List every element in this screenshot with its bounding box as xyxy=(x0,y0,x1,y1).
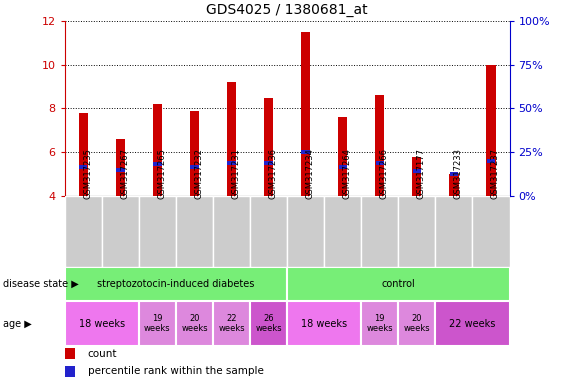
Bar xyxy=(79,166,87,169)
Text: 19
weeks: 19 weeks xyxy=(144,314,171,333)
Bar xyxy=(361,196,399,267)
Text: GSM317266: GSM317266 xyxy=(380,148,389,199)
Text: GSM317237: GSM317237 xyxy=(491,148,500,199)
Bar xyxy=(227,82,236,196)
Bar xyxy=(449,174,458,196)
Bar xyxy=(338,117,347,196)
Text: GSM317267: GSM317267 xyxy=(120,148,129,199)
Bar xyxy=(227,161,236,165)
Bar xyxy=(265,161,272,165)
Bar xyxy=(176,301,213,346)
Bar xyxy=(65,366,74,377)
Text: 18 weeks: 18 weeks xyxy=(79,318,125,329)
Bar xyxy=(301,32,310,196)
Text: disease state ▶: disease state ▶ xyxy=(3,279,79,289)
Text: 20
weeks: 20 weeks xyxy=(181,314,208,333)
Bar xyxy=(213,301,250,346)
Text: GDS4025 / 1380681_at: GDS4025 / 1380681_at xyxy=(206,3,368,17)
Bar xyxy=(79,113,88,196)
Text: 20
weeks: 20 weeks xyxy=(404,314,430,333)
Bar xyxy=(139,196,176,267)
Bar xyxy=(361,301,399,346)
Text: GSM317265: GSM317265 xyxy=(158,148,167,199)
Text: GSM317177: GSM317177 xyxy=(417,148,426,199)
Bar xyxy=(213,196,250,267)
Bar xyxy=(287,196,324,267)
Bar xyxy=(412,157,422,196)
Bar xyxy=(65,267,287,301)
Text: GSM317233: GSM317233 xyxy=(454,148,463,199)
Bar xyxy=(435,196,472,267)
Text: control: control xyxy=(382,279,415,289)
Text: 19
weeks: 19 weeks xyxy=(367,314,393,333)
Bar xyxy=(190,111,199,196)
Bar xyxy=(65,348,74,359)
Bar xyxy=(116,139,125,196)
Text: GSM317234: GSM317234 xyxy=(306,148,315,199)
Text: 26
weeks: 26 weeks xyxy=(255,314,282,333)
Bar xyxy=(190,166,199,169)
Bar xyxy=(250,196,287,267)
Bar xyxy=(139,301,176,346)
Bar xyxy=(153,104,162,196)
Bar xyxy=(487,159,495,163)
Text: GSM317235: GSM317235 xyxy=(83,148,92,199)
Bar xyxy=(302,150,310,154)
Bar xyxy=(376,161,384,165)
Bar xyxy=(486,65,495,196)
Bar xyxy=(287,301,361,346)
Bar xyxy=(264,98,273,196)
Bar xyxy=(338,166,347,169)
Bar xyxy=(450,172,458,176)
Text: GSM317236: GSM317236 xyxy=(269,148,278,199)
Bar xyxy=(102,196,139,267)
Bar xyxy=(399,301,435,346)
Text: GSM317231: GSM317231 xyxy=(231,148,240,199)
Text: GSM317264: GSM317264 xyxy=(343,148,352,199)
Text: 18 weeks: 18 weeks xyxy=(301,318,347,329)
Bar xyxy=(65,196,102,267)
Text: age ▶: age ▶ xyxy=(3,318,32,329)
Bar xyxy=(472,196,510,267)
Text: streptozotocin-induced diabetes: streptozotocin-induced diabetes xyxy=(97,279,254,289)
Text: 22
weeks: 22 weeks xyxy=(218,314,245,333)
Bar xyxy=(116,168,124,172)
Bar xyxy=(153,162,162,166)
Text: 22 weeks: 22 weeks xyxy=(449,318,495,329)
Bar xyxy=(176,196,213,267)
Bar xyxy=(65,301,139,346)
Text: percentile rank within the sample: percentile rank within the sample xyxy=(88,366,263,376)
Bar xyxy=(375,95,385,196)
Bar xyxy=(250,301,287,346)
Bar xyxy=(287,267,510,301)
Bar xyxy=(324,196,361,267)
Bar xyxy=(399,196,435,267)
Text: count: count xyxy=(88,349,117,359)
Bar xyxy=(413,169,421,173)
Text: GSM317232: GSM317232 xyxy=(194,148,203,199)
Bar xyxy=(435,301,510,346)
